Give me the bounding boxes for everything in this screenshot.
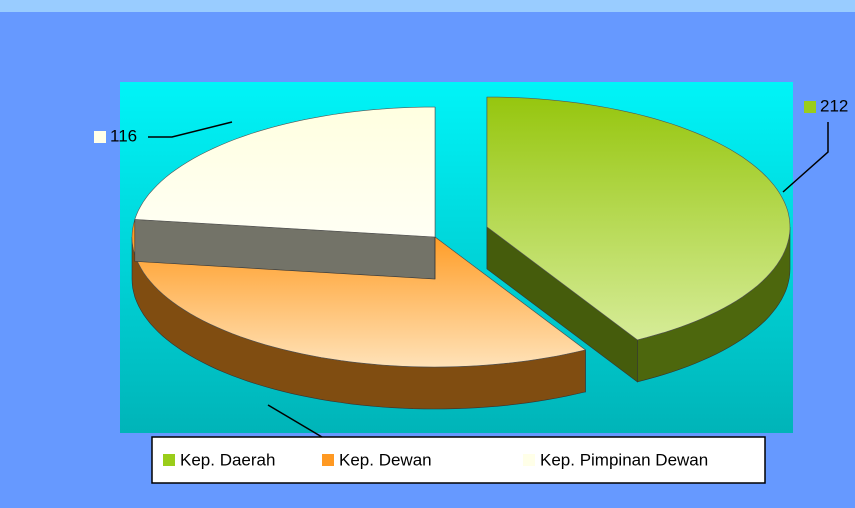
leader-line xyxy=(148,121,233,138)
leader-line xyxy=(267,404,323,438)
data-label: 116 xyxy=(110,126,137,145)
legend xyxy=(151,436,766,484)
slice xyxy=(486,96,791,341)
top-band xyxy=(0,0,855,12)
label-key xyxy=(804,101,816,113)
leader-line xyxy=(782,122,829,193)
legend-label: Kep. Dewan xyxy=(339,450,432,469)
legend-key xyxy=(523,454,535,466)
data-label: 212 xyxy=(820,96,848,115)
legend-label: Kep. Pimpinan Dewan xyxy=(540,450,708,469)
slice xyxy=(134,106,436,238)
legend-key xyxy=(163,454,175,466)
legend-label: Kep. Daerah xyxy=(180,450,275,469)
label-key xyxy=(94,131,106,143)
legend-key xyxy=(322,454,334,466)
pie xyxy=(131,96,791,410)
